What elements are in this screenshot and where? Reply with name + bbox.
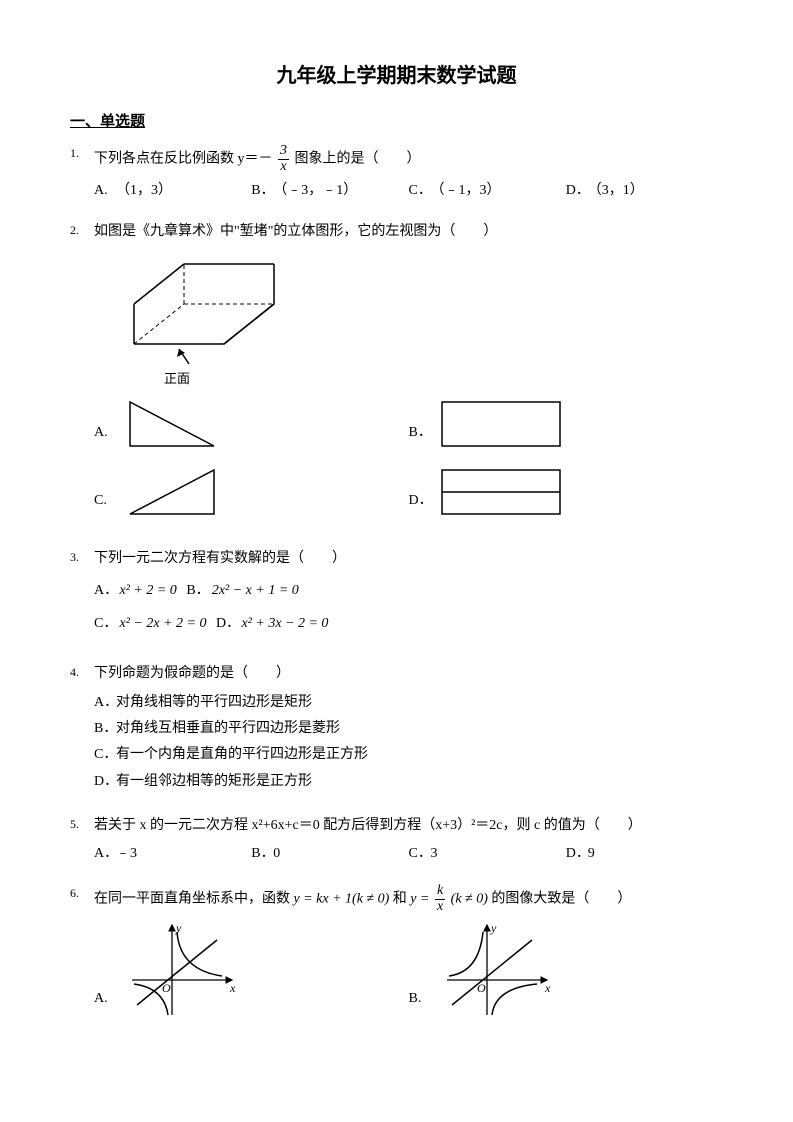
q2-b-figure <box>437 394 567 454</box>
question-2: 2. 如图是《九章算术》中"堑堵"的立体图形，它的左视图为（ ） <box>70 221 723 530</box>
q5-number: 5. <box>70 815 94 866</box>
q5-c-text: 3 <box>431 846 438 861</box>
q1-a-text: （1，3） <box>116 183 172 198</box>
q3-a-text: x² + 2 = 0 <box>120 583 177 598</box>
q2-row-ab: A. B． <box>94 394 723 454</box>
q6-b-label: B. <box>409 988 431 1010</box>
q6-stem-pre: 在同一平面直角坐标系中，函数 <box>94 891 294 906</box>
q6-number: 6. <box>70 884 94 1028</box>
q1-frac-num: 3 <box>278 144 289 160</box>
q2-d-label: D． <box>409 490 431 512</box>
q4-opt-a: A．对角线相等的平行四边形是矩形 <box>94 692 723 714</box>
q6-a-label: A. <box>94 988 116 1010</box>
q6-row: A. x y O <box>94 920 723 1020</box>
q6-a-figure: x y O <box>122 920 242 1020</box>
question-6: 6. 在同一平面直角坐标系中，函数 y = kx + 1(k ≠ 0) 和 y … <box>70 884 723 1028</box>
q1-stem-post: 图象上的是（ ） <box>295 151 421 166</box>
q3-d-label: D． <box>216 613 238 635</box>
q5-opt-b: B．0 <box>251 843 408 865</box>
q4-opt-b: B．对角线互相垂直的平行四边形是菱形 <box>94 718 723 740</box>
q3-row2: C． x² − 2x + 2 = 0 D． x² + 3x − 2 = 0 <box>94 613 723 635</box>
q3-d-text: x² + 3x − 2 = 0 <box>241 616 328 631</box>
q1-opt-d: D．（3，1） <box>566 180 723 202</box>
q2-row-cd: C. D． <box>94 462 723 522</box>
q1-frac-den: x <box>278 160 289 175</box>
q4-number: 4. <box>70 663 94 797</box>
q3-number: 3. <box>70 548 94 645</box>
q6-eq2-y: y = <box>410 891 433 906</box>
question-5: 5. 若关于 x 的一元二次方程 x²+6x+c＝0 配方后得到方程（x+3）²… <box>70 815 723 866</box>
q3-a-label: A． <box>94 580 116 602</box>
q2-stem: 如图是《九章算术》中"堑堵"的立体图形，它的左视图为（ ） <box>94 221 723 243</box>
q2-opt-d: D． <box>409 462 724 522</box>
q6-opt-b: B. x y O <box>409 920 724 1020</box>
q5-opt-a: A．﹣3 <box>94 843 251 865</box>
q2-opt-a: A. <box>94 394 409 454</box>
q4-d-text: 有一组邻边相等的矩形是正方形 <box>116 774 312 789</box>
q4-opt-c: C．有一个内角是直角的平行四边形是正方形 <box>94 744 723 766</box>
section-header: 一、单选题 <box>70 110 723 134</box>
page-title: 九年级上学期期末数学试题 <box>70 60 723 92</box>
q1-b-text: （﹣3，﹣1） <box>273 183 357 198</box>
q6b-x-label: x <box>544 981 551 995</box>
q6-opt-a: A. x y O <box>94 920 409 1020</box>
question-3: 3. 下列一元二次方程有实数解的是（ ） A． x² + 2 = 0 B． 2x… <box>70 548 723 645</box>
q6-eq2-num: k <box>435 884 445 900</box>
q2-b-label: B． <box>409 422 431 444</box>
q4-options: A．对角线相等的平行四边形是矩形 B．对角线互相垂直的平行四边形是菱形 C．有一… <box>94 692 723 798</box>
q6-b-figure: x y O <box>437 920 557 1020</box>
q4-stem: 下列命题为假命题的是（ ） <box>94 663 723 685</box>
q1-fraction: 3 x <box>278 144 289 174</box>
q5-b-text: 0 <box>273 846 280 861</box>
question-4: 4. 下列命题为假命题的是（ ） A．对角线相等的平行四边形是矩形 B．对角线互… <box>70 663 723 797</box>
q5-stem: 若关于 x 的一元二次方程 x²+6x+c＝0 配方后得到方程（x+3）²＝2c… <box>94 815 723 837</box>
q2-opt-b: B． <box>409 394 724 454</box>
q3-b-label: B． <box>186 580 208 602</box>
q1-opt-c: C．（﹣1，3） <box>409 180 566 202</box>
q5-opt-c: C．3 <box>409 843 566 865</box>
q2-number: 2. <box>70 221 94 530</box>
q1-opt-b: B．（﹣3，﹣1） <box>251 180 408 202</box>
q5-d-text: 9 <box>588 846 595 861</box>
q2-main-figure: 正面 <box>114 249 723 390</box>
q4-c-text: 有一个内角是直角的平行四边形是正方形 <box>116 747 368 762</box>
q4-b-text: 对角线互相垂直的平行四边形是菱形 <box>116 721 340 736</box>
q2-c-label: C. <box>94 490 116 512</box>
q2-c-figure <box>122 462 222 522</box>
q5-opt-d: D．9 <box>566 843 723 865</box>
q6-eq2-frac: k x <box>435 884 445 914</box>
q4-opt-d: D．有一组邻边相等的矩形是正方形 <box>94 771 723 793</box>
q1-stem: 下列各点在反比例函数 y＝－ 3 x 图象上的是（ ） <box>94 144 723 174</box>
q6b-y-label: y <box>490 921 497 935</box>
q3-c-text: x² − 2x + 2 = 0 <box>120 616 207 631</box>
q1-stem-pre: 下列各点在反比例函数 y＝－ <box>94 151 273 166</box>
question-1: 1. 下列各点在反比例函数 y＝－ 3 x 图象上的是（ ） A.（1，3） B… <box>70 144 723 203</box>
q6-eq2-post: (k ≠ 0) <box>451 891 488 906</box>
q5-a-text: ﹣3 <box>116 846 137 861</box>
q1-opt-a: A.（1，3） <box>94 180 251 202</box>
q3-b-text: 2x² − x + 1 = 0 <box>212 583 299 598</box>
q4-a-text: 对角线相等的平行四边形是矩形 <box>116 695 312 710</box>
q2-opt-c: C. <box>94 462 409 522</box>
q2-a-figure <box>122 394 222 454</box>
q6a-x-label: x <box>229 981 236 995</box>
q2-a-label: A. <box>94 422 116 444</box>
q6a-y-label: y <box>175 921 182 935</box>
q1-c-text: （﹣1，3） <box>431 183 501 198</box>
q5-options: A．﹣3 B．0 C．3 D．9 <box>94 843 723 865</box>
q6-stem: 在同一平面直角坐标系中，函数 y = kx + 1(k ≠ 0) 和 y = k… <box>94 884 723 914</box>
q6-mid: 和 <box>393 891 411 906</box>
q3-c-label: C． <box>94 613 116 635</box>
q6-eq1: y = kx + 1(k ≠ 0) <box>294 891 390 906</box>
q3-row1: A． x² + 2 = 0 B． 2x² − x + 1 = 0 <box>94 580 723 602</box>
q1-d-text: （3，1） <box>588 183 644 198</box>
q2-front-label: 正面 <box>164 369 723 390</box>
q1-number: 1. <box>70 144 94 203</box>
q6-stem-post: 的图像大致是（ ） <box>491 891 631 906</box>
q3-stem: 下列一元二次方程有实数解的是（ ） <box>94 548 723 570</box>
q6-eq2-den: x <box>435 900 445 915</box>
q1-options: A.（1，3） B．（﹣3，﹣1） C．（﹣1，3） D．（3，1） <box>94 180 723 202</box>
q2-d-figure <box>437 462 567 522</box>
